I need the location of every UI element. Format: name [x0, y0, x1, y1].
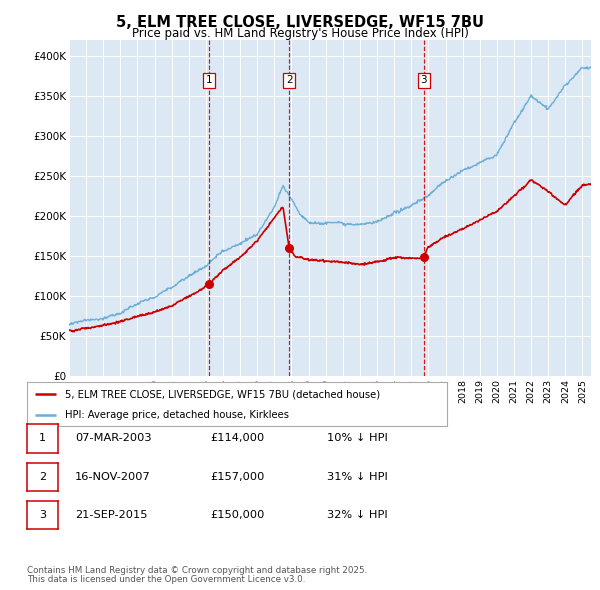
Text: 32% ↓ HPI: 32% ↓ HPI: [327, 510, 388, 520]
Text: 1: 1: [206, 75, 212, 85]
Text: 3: 3: [39, 510, 46, 520]
Text: 5, ELM TREE CLOSE, LIVERSEDGE, WF15 7BU: 5, ELM TREE CLOSE, LIVERSEDGE, WF15 7BU: [116, 15, 484, 30]
Text: £150,000: £150,000: [210, 510, 265, 520]
Text: 16-NOV-2007: 16-NOV-2007: [75, 472, 151, 481]
Text: HPI: Average price, detached house, Kirklees: HPI: Average price, detached house, Kirk…: [65, 410, 289, 420]
Text: 10% ↓ HPI: 10% ↓ HPI: [327, 434, 388, 443]
Text: £114,000: £114,000: [210, 434, 264, 443]
Text: 21-SEP-2015: 21-SEP-2015: [75, 510, 148, 520]
Text: 31% ↓ HPI: 31% ↓ HPI: [327, 472, 388, 481]
Text: 2: 2: [39, 472, 46, 481]
Text: 07-MAR-2003: 07-MAR-2003: [75, 434, 152, 443]
Text: 3: 3: [421, 75, 427, 85]
Text: Contains HM Land Registry data © Crown copyright and database right 2025.: Contains HM Land Registry data © Crown c…: [27, 566, 367, 575]
Text: 2: 2: [286, 75, 293, 85]
Text: 5, ELM TREE CLOSE, LIVERSEDGE, WF15 7BU (detached house): 5, ELM TREE CLOSE, LIVERSEDGE, WF15 7BU …: [65, 389, 380, 399]
Text: Price paid vs. HM Land Registry's House Price Index (HPI): Price paid vs. HM Land Registry's House …: [131, 27, 469, 40]
Text: 1: 1: [39, 434, 46, 443]
Text: This data is licensed under the Open Government Licence v3.0.: This data is licensed under the Open Gov…: [27, 575, 305, 584]
Text: £157,000: £157,000: [210, 472, 265, 481]
